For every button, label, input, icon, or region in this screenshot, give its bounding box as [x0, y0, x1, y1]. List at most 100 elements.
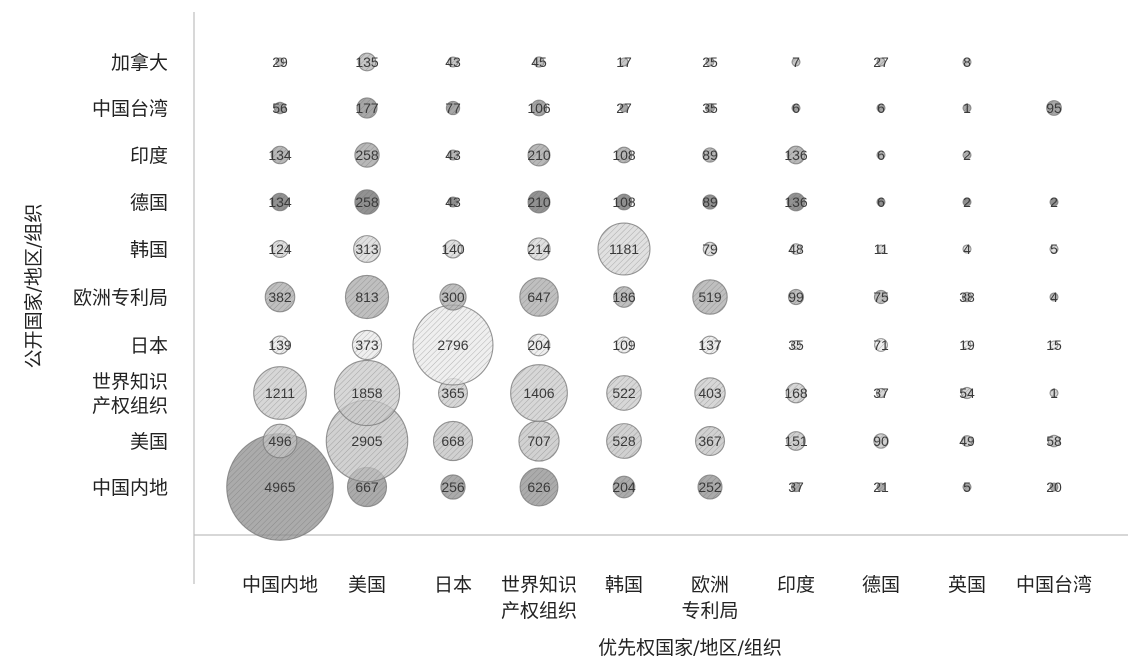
bubble-hatch — [786, 431, 806, 451]
data-label: 626 — [527, 479, 551, 495]
x-tick-label: 英国 — [948, 574, 986, 596]
bubble-hatch — [615, 146, 633, 164]
bubble-hatch — [527, 333, 551, 357]
data-label: 139 — [268, 337, 292, 353]
data-label: 134 — [268, 194, 292, 210]
data-label: 11 — [874, 241, 889, 257]
data-label: 151 — [784, 433, 808, 449]
data-label: 79 — [702, 241, 718, 257]
bubble-hatch — [440, 474, 466, 500]
bubble-hatch — [447, 196, 459, 208]
bubble-hatch — [700, 335, 720, 355]
data-label: 707 — [527, 433, 551, 449]
data-label: 168 — [784, 385, 808, 401]
bubble-hatch — [527, 143, 551, 167]
data-label: 258 — [355, 147, 379, 163]
y-tick-label: 德国 — [130, 192, 168, 214]
y-tick-label: 加拿大 — [111, 51, 168, 74]
bubble-hatch — [354, 142, 380, 168]
bubble-hatch — [533, 56, 545, 68]
bubble-hatch — [790, 481, 802, 493]
data-label: 210 — [527, 147, 551, 163]
x-axis-title: 优先权国家/地区/组织 — [598, 637, 782, 659]
data-label: 4 — [963, 241, 971, 257]
data-label: 5 — [963, 479, 971, 495]
data-label: 667 — [355, 479, 379, 495]
x-tick-label: 韩国 — [605, 574, 643, 596]
bubble-hatch — [615, 193, 633, 211]
data-label: 134 — [268, 147, 292, 163]
bubble-hatch — [962, 340, 972, 350]
bubble-hatch — [519, 277, 559, 317]
data-label: 75 — [873, 289, 889, 305]
data-label: 6 — [877, 100, 885, 116]
data-label: 2905 — [351, 433, 382, 449]
bubble-hatch — [619, 103, 629, 113]
data-label: 403 — [698, 385, 722, 401]
bubble-hatch — [510, 364, 568, 422]
data-label: 108 — [612, 147, 636, 163]
x-tick-label: 世界知识 — [501, 574, 577, 596]
data-label: 1 — [1050, 385, 1058, 401]
bubble-hatch — [791, 57, 801, 67]
data-label: 19 — [959, 337, 975, 353]
bubble-hatch — [275, 57, 285, 67]
bubble-hatch — [786, 192, 806, 212]
y-tick-label: 印度 — [130, 145, 168, 167]
bubble-layer — [226, 52, 1062, 541]
y-axis-title: 公开国家/地区/组织 — [23, 204, 45, 369]
x-tick-label: 日本 — [434, 574, 472, 596]
bubble-hatch — [962, 150, 972, 160]
data-label: 89 — [702, 147, 718, 163]
data-label: 647 — [527, 289, 551, 305]
bubble-hatch — [445, 100, 461, 116]
bubble-hatch — [443, 239, 463, 259]
data-label: 29 — [272, 54, 288, 70]
y-tick-label: 日本 — [130, 335, 168, 357]
x-tick-label: 德国 — [862, 574, 900, 596]
y-tick-label: 欧洲专利局 — [73, 287, 168, 309]
data-label: 135 — [355, 54, 379, 70]
bubble-hatch — [962, 244, 972, 254]
data-label: 813 — [355, 289, 379, 305]
data-label: 8 — [963, 54, 971, 70]
data-label: 56 — [272, 100, 288, 116]
bubble-hatch — [612, 475, 636, 499]
y-tick-label: 韩国 — [130, 239, 168, 261]
data-label: 210 — [527, 194, 551, 210]
bubble-hatch — [962, 57, 972, 67]
bubble-hatch — [876, 197, 886, 207]
data-label: 137 — [698, 337, 722, 353]
bubble-hatch — [447, 56, 459, 68]
data-label: 382 — [268, 289, 292, 305]
bubble-hatch — [447, 149, 459, 161]
data-label: 214 — [527, 241, 551, 257]
bubble-hatch — [439, 283, 467, 311]
bubble-hatch — [353, 235, 381, 263]
data-label: 106 — [527, 100, 551, 116]
data-label: 522 — [612, 385, 636, 401]
x-tick-label: 美国 — [348, 574, 386, 596]
data-label: 2796 — [437, 337, 468, 353]
data-label: 109 — [612, 337, 636, 353]
bubble-hatch — [786, 145, 806, 165]
bubble-hatch — [962, 103, 972, 113]
data-label: 313 — [355, 241, 379, 257]
data-label: 1181 — [609, 241, 639, 257]
data-label: 668 — [441, 433, 465, 449]
bubble-hatch — [530, 99, 548, 117]
data-label: 373 — [355, 337, 379, 353]
data-label: 6 — [792, 100, 800, 116]
bubble-hatch — [876, 150, 886, 160]
data-label: 1406 — [523, 385, 554, 401]
bubble-hatch — [962, 197, 972, 207]
bubble-hatch — [785, 382, 807, 404]
data-label: 27 — [616, 100, 632, 116]
data-label: 528 — [612, 433, 636, 449]
bubble-hatch — [354, 189, 380, 215]
x-tick-label: 产权组织 — [501, 600, 577, 622]
bubble-hatch — [694, 425, 726, 457]
data-label: 35 — [702, 100, 718, 116]
